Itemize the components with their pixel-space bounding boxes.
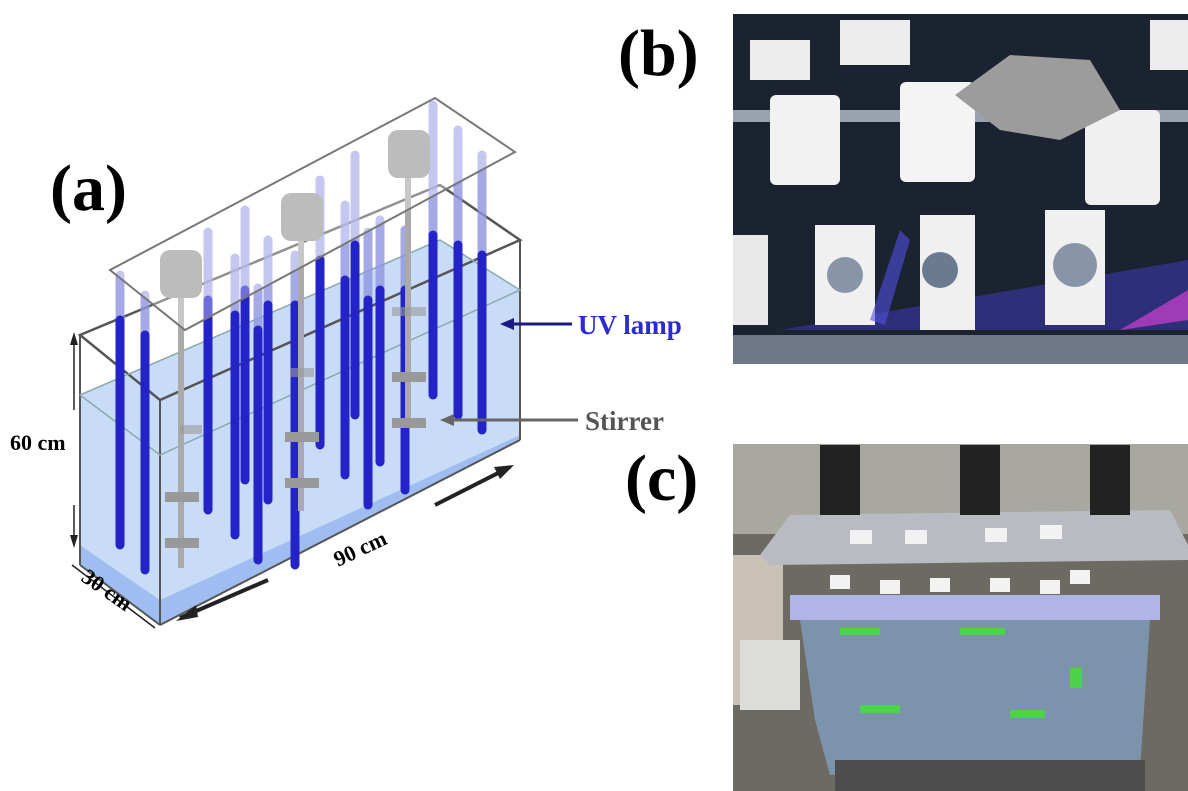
- height-label: 60 cm: [10, 430, 66, 455]
- tank-diagram: [70, 98, 520, 628]
- panel-label: (b): [618, 17, 699, 90]
- stirrer-label: Stirrer: [585, 406, 664, 436]
- panel-label: (a): [50, 152, 127, 225]
- photo-b: [733, 14, 1188, 364]
- uv-lamp-label: UV lamp: [578, 310, 682, 340]
- photo-c: [733, 444, 1188, 791]
- figure: (a) (b) (c): [0, 0, 1188, 791]
- panel-label: (c): [625, 442, 698, 515]
